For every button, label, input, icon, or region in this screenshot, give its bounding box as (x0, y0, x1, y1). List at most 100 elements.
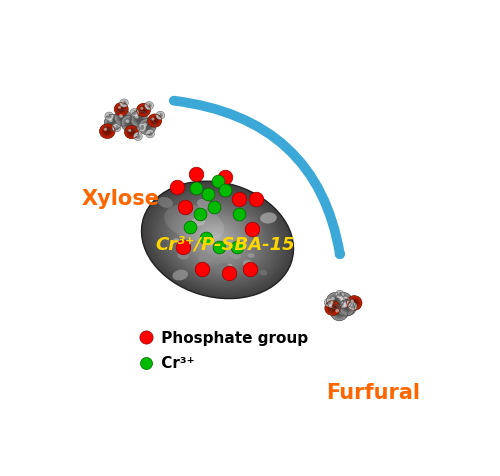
Point (192, 170, 200, 178)
Ellipse shape (149, 188, 286, 293)
Circle shape (341, 297, 349, 305)
Circle shape (116, 105, 127, 115)
Circle shape (138, 106, 148, 116)
Circle shape (325, 301, 340, 316)
Circle shape (112, 124, 121, 132)
Ellipse shape (162, 198, 273, 283)
Ellipse shape (215, 238, 220, 242)
Circle shape (350, 305, 354, 309)
Circle shape (350, 299, 358, 307)
Ellipse shape (142, 182, 294, 299)
Circle shape (132, 112, 136, 115)
Circle shape (115, 111, 131, 126)
Circle shape (344, 304, 347, 307)
Circle shape (126, 128, 136, 138)
Circle shape (100, 125, 115, 139)
Circle shape (340, 302, 353, 315)
Circle shape (120, 99, 128, 108)
Circle shape (134, 134, 141, 140)
Circle shape (338, 293, 342, 297)
Circle shape (152, 118, 154, 121)
Circle shape (102, 127, 113, 137)
Circle shape (138, 105, 149, 117)
Circle shape (144, 125, 150, 130)
Circle shape (341, 297, 348, 304)
Circle shape (102, 127, 113, 137)
Circle shape (330, 296, 340, 306)
Circle shape (144, 124, 151, 131)
Circle shape (344, 304, 352, 311)
Text: Cr³⁺: Cr³⁺ (156, 356, 194, 371)
Circle shape (138, 125, 145, 131)
Circle shape (140, 127, 143, 130)
Circle shape (336, 291, 344, 298)
Circle shape (138, 124, 146, 132)
Circle shape (117, 106, 126, 114)
Circle shape (158, 115, 162, 118)
Circle shape (132, 111, 136, 116)
Point (221, 187, 229, 195)
Point (252, 196, 260, 204)
Circle shape (127, 129, 136, 137)
Ellipse shape (192, 218, 205, 227)
Ellipse shape (180, 211, 256, 270)
Circle shape (332, 306, 347, 320)
Circle shape (131, 110, 138, 117)
Circle shape (140, 127, 141, 128)
Circle shape (348, 298, 360, 308)
Circle shape (336, 291, 344, 298)
Circle shape (122, 102, 126, 105)
Circle shape (342, 298, 348, 304)
Circle shape (342, 298, 348, 304)
Circle shape (140, 126, 144, 130)
Circle shape (120, 100, 128, 108)
Circle shape (338, 293, 340, 295)
Circle shape (104, 128, 111, 136)
Circle shape (122, 102, 124, 104)
Point (202, 235, 210, 242)
Point (216, 244, 224, 251)
Circle shape (124, 119, 134, 129)
Point (246, 266, 254, 274)
Circle shape (144, 124, 147, 127)
Circle shape (350, 305, 354, 308)
Circle shape (118, 107, 121, 109)
Circle shape (141, 122, 154, 133)
Circle shape (350, 299, 358, 307)
Circle shape (148, 132, 152, 137)
Circle shape (350, 304, 356, 309)
Point (142, 359, 150, 367)
Circle shape (148, 116, 160, 127)
Circle shape (121, 101, 127, 107)
Circle shape (336, 292, 343, 298)
Text: Cr³⁺/P-SBA-15: Cr³⁺/P-SBA-15 (156, 235, 295, 253)
Circle shape (115, 127, 118, 130)
Circle shape (325, 299, 332, 306)
Circle shape (136, 136, 140, 139)
Circle shape (331, 297, 340, 305)
Circle shape (114, 126, 119, 131)
Circle shape (338, 295, 349, 307)
Circle shape (113, 125, 120, 132)
Circle shape (104, 129, 110, 135)
Circle shape (117, 113, 129, 125)
Circle shape (145, 102, 154, 110)
Circle shape (120, 116, 126, 122)
Circle shape (106, 114, 112, 119)
Ellipse shape (146, 186, 288, 295)
Circle shape (148, 133, 152, 136)
Circle shape (341, 304, 351, 313)
Circle shape (135, 134, 141, 140)
Ellipse shape (172, 270, 188, 281)
Circle shape (121, 116, 138, 132)
Circle shape (114, 127, 116, 128)
Circle shape (104, 129, 107, 132)
Circle shape (331, 297, 335, 301)
Circle shape (140, 108, 147, 114)
Circle shape (122, 102, 126, 106)
Point (248, 226, 256, 233)
Circle shape (119, 115, 128, 123)
Circle shape (342, 303, 353, 313)
Circle shape (342, 305, 346, 308)
Circle shape (120, 100, 128, 107)
